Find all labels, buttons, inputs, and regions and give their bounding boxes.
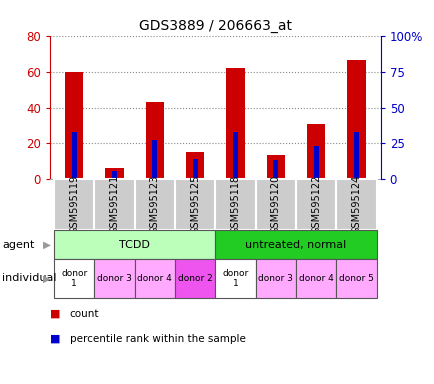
Bar <box>54 230 215 259</box>
Bar <box>233 132 237 179</box>
Bar <box>192 159 197 179</box>
Bar <box>72 132 76 179</box>
Bar <box>65 72 83 179</box>
Bar <box>226 68 244 179</box>
Bar <box>54 259 94 298</box>
Text: donor 3: donor 3 <box>97 274 132 283</box>
Bar <box>295 259 335 298</box>
Bar <box>186 152 204 179</box>
Bar <box>255 259 295 298</box>
Text: donor 4: donor 4 <box>298 274 333 283</box>
Bar <box>174 179 215 230</box>
Text: untreated, normal: untreated, normal <box>245 240 346 250</box>
Text: GSM595122: GSM595122 <box>310 175 320 234</box>
Bar <box>353 132 358 179</box>
Bar <box>105 168 123 179</box>
Text: ▶: ▶ <box>43 273 50 283</box>
Bar <box>215 179 255 230</box>
Bar <box>174 259 215 298</box>
Text: agent: agent <box>2 240 34 250</box>
Text: GSM595120: GSM595120 <box>270 175 280 234</box>
Bar <box>273 160 278 179</box>
Text: individual: individual <box>2 273 56 283</box>
Text: GSM595123: GSM595123 <box>149 175 159 234</box>
Bar <box>54 179 94 230</box>
Text: donor 5: donor 5 <box>338 274 373 283</box>
Text: ■: ■ <box>50 309 60 319</box>
Text: GSM595124: GSM595124 <box>351 175 361 234</box>
Bar <box>152 140 157 179</box>
Bar <box>94 179 135 230</box>
Text: ■: ■ <box>50 334 60 344</box>
Bar <box>215 259 255 298</box>
Bar <box>94 259 135 298</box>
Bar <box>335 259 376 298</box>
Text: GSM595121: GSM595121 <box>109 175 119 234</box>
Bar <box>112 172 117 179</box>
Text: GSM595118: GSM595118 <box>230 175 240 234</box>
Text: donor
1: donor 1 <box>61 269 87 288</box>
Text: GSM595119: GSM595119 <box>69 175 79 234</box>
Bar <box>313 146 318 179</box>
Bar <box>215 230 376 259</box>
Bar <box>266 156 284 179</box>
Text: donor
1: donor 1 <box>222 269 248 288</box>
Text: ▶: ▶ <box>43 240 50 250</box>
Bar <box>295 179 335 230</box>
Bar <box>145 102 164 179</box>
Text: TCDD: TCDD <box>119 240 150 250</box>
Bar <box>335 179 376 230</box>
Text: donor 4: donor 4 <box>137 274 172 283</box>
Text: donor 3: donor 3 <box>258 274 293 283</box>
Text: donor 2: donor 2 <box>178 274 212 283</box>
Bar <box>135 259 174 298</box>
Text: count: count <box>69 309 99 319</box>
Text: GSM595125: GSM595125 <box>190 175 200 234</box>
Bar <box>347 60 365 179</box>
Title: GDS3889 / 206663_at: GDS3889 / 206663_at <box>138 19 291 33</box>
Text: percentile rank within the sample: percentile rank within the sample <box>69 334 245 344</box>
Bar <box>255 179 295 230</box>
Bar <box>306 124 325 179</box>
Bar <box>135 179 174 230</box>
